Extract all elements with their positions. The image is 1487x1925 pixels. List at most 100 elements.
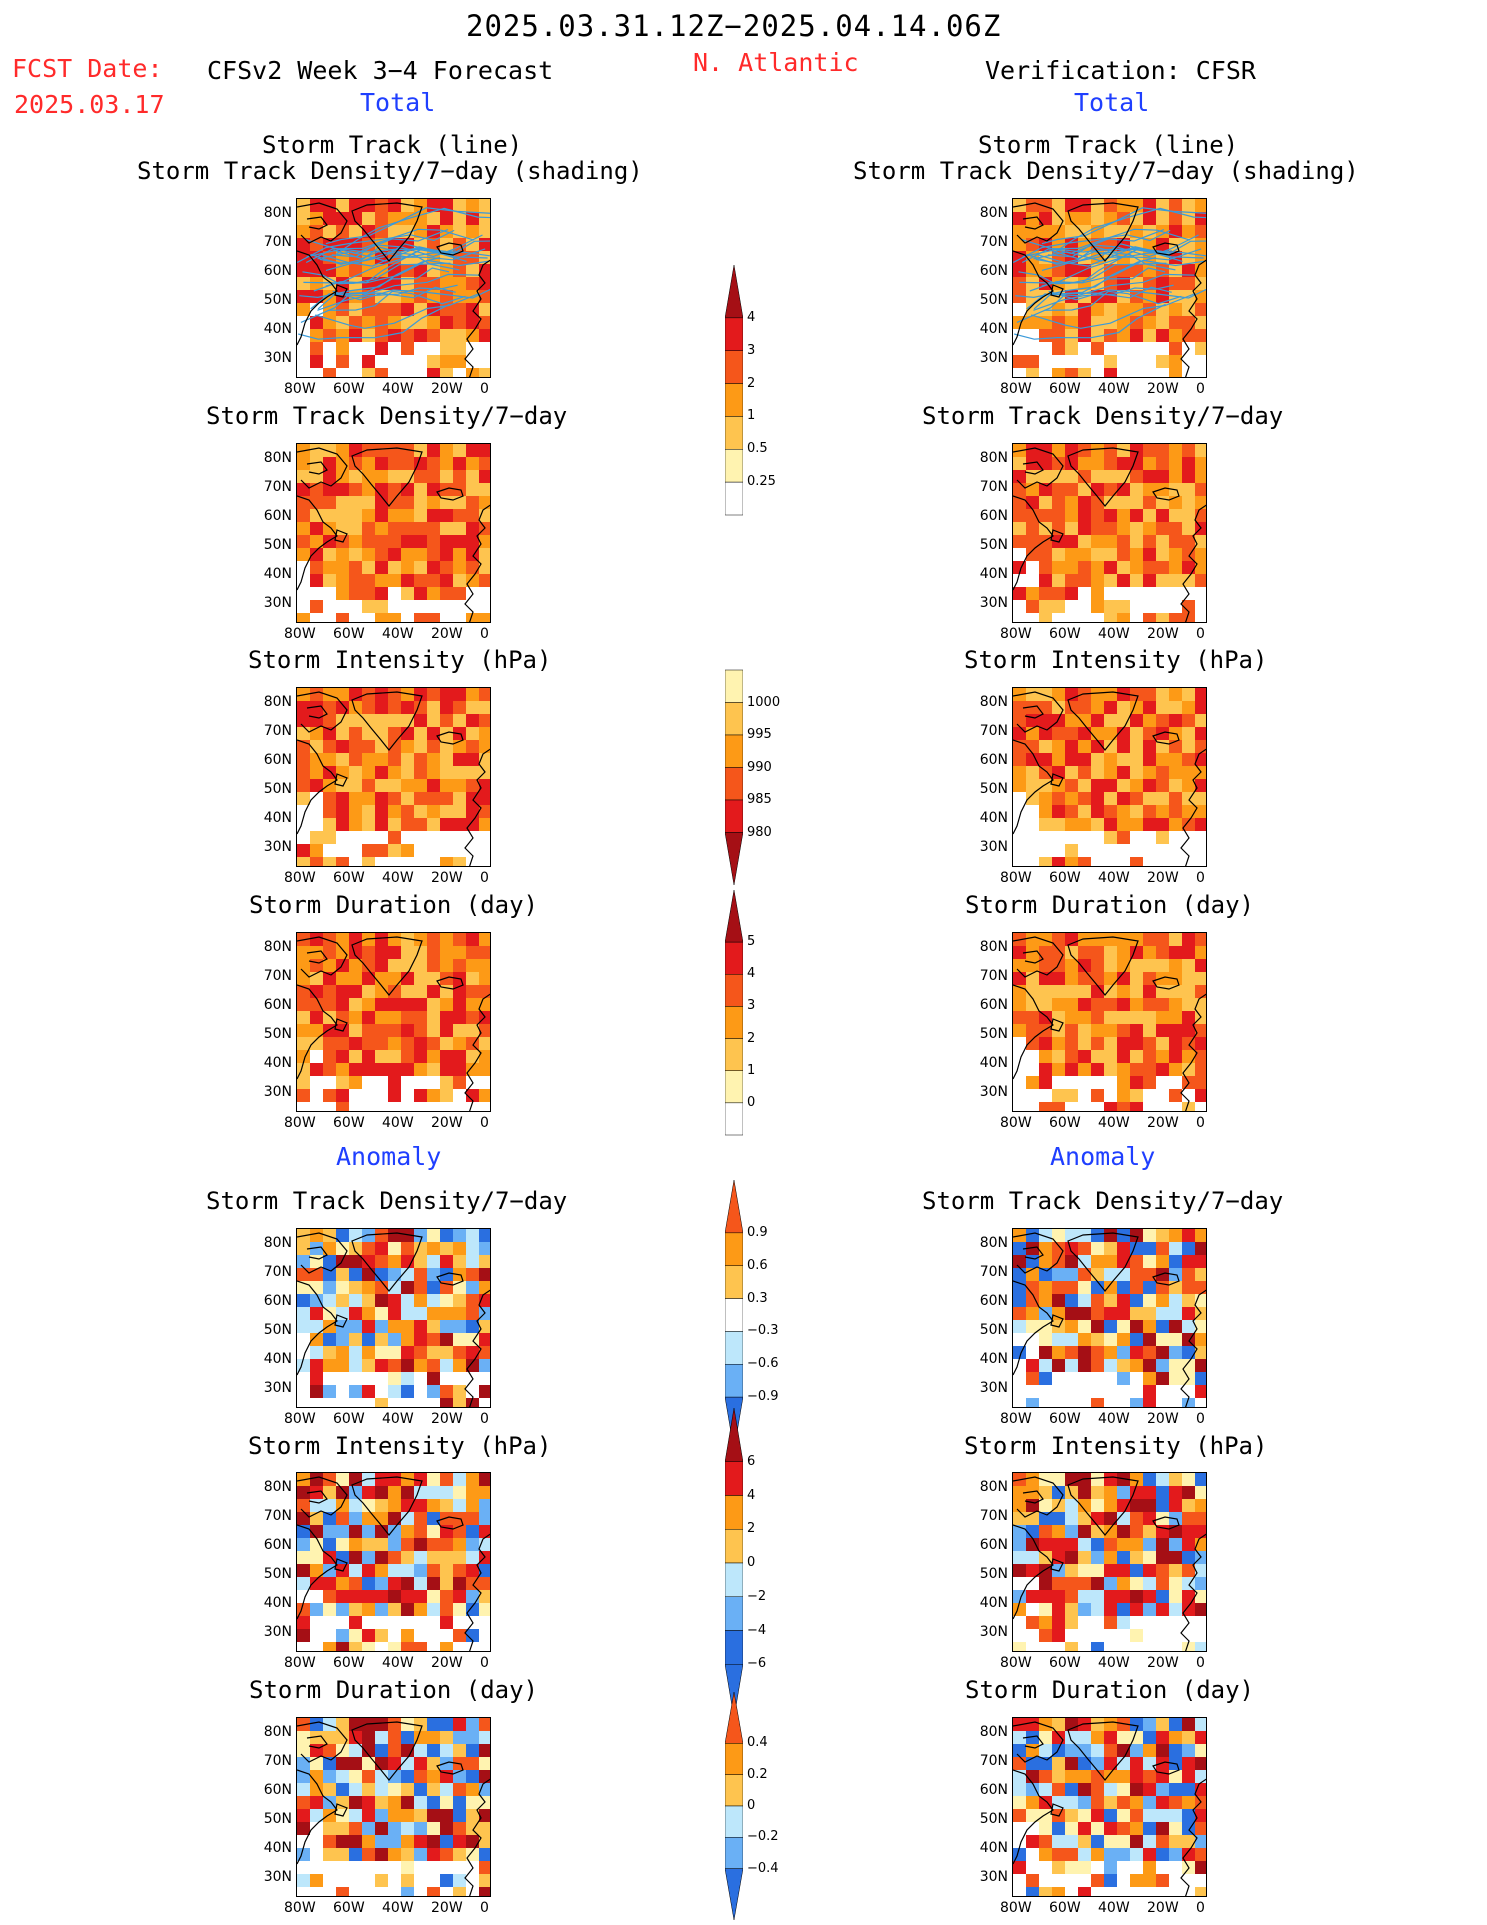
lat-tick-label: 30N [263,839,292,855]
lon-tick-label: 80W [1000,381,1032,397]
lon-tick-label: 60W [1049,1115,1081,1131]
colorbar-density_total [725,265,743,516]
lon-tick-label: 60W [1049,626,1081,642]
lon-tick-label: 40W [382,626,414,642]
map-plot [297,1473,490,1651]
shading-cells [297,1718,490,1896]
total-label-right: Total [1074,88,1150,117]
lat-tick-label: 50N [979,1322,1008,1338]
panel-title-intensity-anom-right: Storm Intensity (hPa) [964,1432,1268,1460]
lat-tick-label: 30N [979,1084,1008,1100]
lon-tick-label: 80W [1000,1115,1032,1131]
lon-tick-label: 0 [480,626,489,642]
shading-cells [1013,1473,1206,1651]
lon-tick-label: 0 [1196,1655,1205,1671]
panel-title-density-right: Storm Track Density/7−day [922,402,1284,430]
lat-tick-label: 70N [979,968,1008,984]
colorbar-label: −4 [747,1622,767,1638]
colorbar-label: −2 [747,1588,767,1604]
coastline [297,1476,490,1651]
lat-tick-label: 70N [979,234,1008,250]
colorbar-label: 2 [747,1521,756,1537]
lon-tick-label: 20W [431,1655,463,1671]
lat-tick-label: 40N [263,1351,292,1367]
colorbar-label: 4 [747,1487,756,1503]
map-panel-r5-verification [1012,1228,1207,1408]
colorbar-label: −6 [747,1656,767,1672]
lat-tick-label: 30N [263,1084,292,1100]
panel-title-duration-right: Storm Duration (day) [965,891,1254,919]
lat-tick-label: 80N [263,1724,292,1740]
coastline [297,1721,490,1896]
lon-tick-label: 0 [480,1655,489,1671]
lat-tick-label: 60N [263,752,292,768]
lat-tick-label: 70N [263,1753,292,1769]
colorbar-label: 4 [747,309,756,325]
lat-tick-label: 60N [979,752,1008,768]
lon-tick-label: 80W [1000,626,1032,642]
map-panel-r1-forecast [296,198,491,378]
lat-tick-label: 70N [263,234,292,250]
colorbar-label: 0 [747,1094,756,1110]
lat-tick-label: 60N [263,1782,292,1798]
map-plot [1013,933,1206,1111]
lat-tick-label: 40N [979,321,1008,337]
lat-tick-label: 60N [979,1293,1008,1309]
coastline [1013,1232,1206,1407]
lon-tick-label: 40W [1098,1411,1130,1427]
lat-tick-label: 70N [263,1264,292,1280]
colorbar-label: 3 [747,342,756,358]
coastline [1013,1476,1206,1651]
coastline [297,447,490,622]
colorbar-label: 0.3 [747,1290,768,1306]
lat-tick-label: 40N [263,566,292,582]
lon-tick-label: 40W [1098,870,1130,886]
colorbar-label: −0.6 [747,1356,779,1372]
colorbar-label: −0.4 [747,1860,779,1876]
map-panel-r5-forecast [296,1228,491,1408]
date-range-title: 2025.03.31.12Z−2025.04.14.06Z [466,9,1002,43]
map-panel-r6-verification [1012,1472,1207,1652]
lon-tick-label: 40W [382,1411,414,1427]
map-panel-r3-forecast [296,687,491,867]
lat-tick-label: 40N [979,1351,1008,1367]
fcst-date-value: 2025.03.17 [14,90,165,119]
panel-title-density-anom-left: Storm Track Density/7−day [206,1187,568,1215]
coastline [297,691,490,866]
lat-tick-label: 80N [263,1235,292,1251]
fcst-date-label: FCST Date: [12,54,163,83]
lon-tick-label: 60W [333,870,365,886]
lon-tick-label: 60W [1049,870,1081,886]
coastline [297,936,490,1111]
lat-tick-label: 60N [263,508,292,524]
lat-tick-label: 70N [263,1508,292,1524]
lat-tick-label: 50N [263,537,292,553]
lon-tick-label: 0 [1196,1411,1205,1427]
shading-cells [297,1473,490,1651]
map-panel-r4-verification [1012,932,1207,1112]
lon-tick-label: 40W [1098,1115,1130,1131]
colorbar-label: 990 [747,759,772,775]
lat-tick-label: 50N [979,537,1008,553]
lat-tick-label: 30N [979,1869,1008,1885]
panel-title-intensity-right: Storm Intensity (hPa) [964,646,1268,674]
lon-tick-label: 60W [1049,1411,1081,1427]
colorbar-intensity_anom [725,1408,743,1718]
lat-tick-label: 50N [263,292,292,308]
lat-tick-label: 50N [263,1566,292,1582]
shading-cells [1013,1718,1206,1896]
lat-tick-label: 40N [979,1595,1008,1611]
lat-tick-label: 30N [263,1380,292,1396]
lon-tick-label: 80W [1000,1411,1032,1427]
lat-tick-label: 30N [979,595,1008,611]
lon-tick-label: 60W [1049,381,1081,397]
map-panel-r2-forecast [296,443,491,623]
lat-tick-label: 30N [263,1869,292,1885]
colorbar-label: 1 [747,1062,756,1078]
lon-tick-label: 0 [480,381,489,397]
map-plot [1013,1718,1206,1896]
lon-tick-label: 0 [480,1900,489,1916]
lat-tick-label: 30N [979,839,1008,855]
lat-tick-label: 30N [979,1624,1008,1640]
lon-tick-label: 0 [480,870,489,886]
